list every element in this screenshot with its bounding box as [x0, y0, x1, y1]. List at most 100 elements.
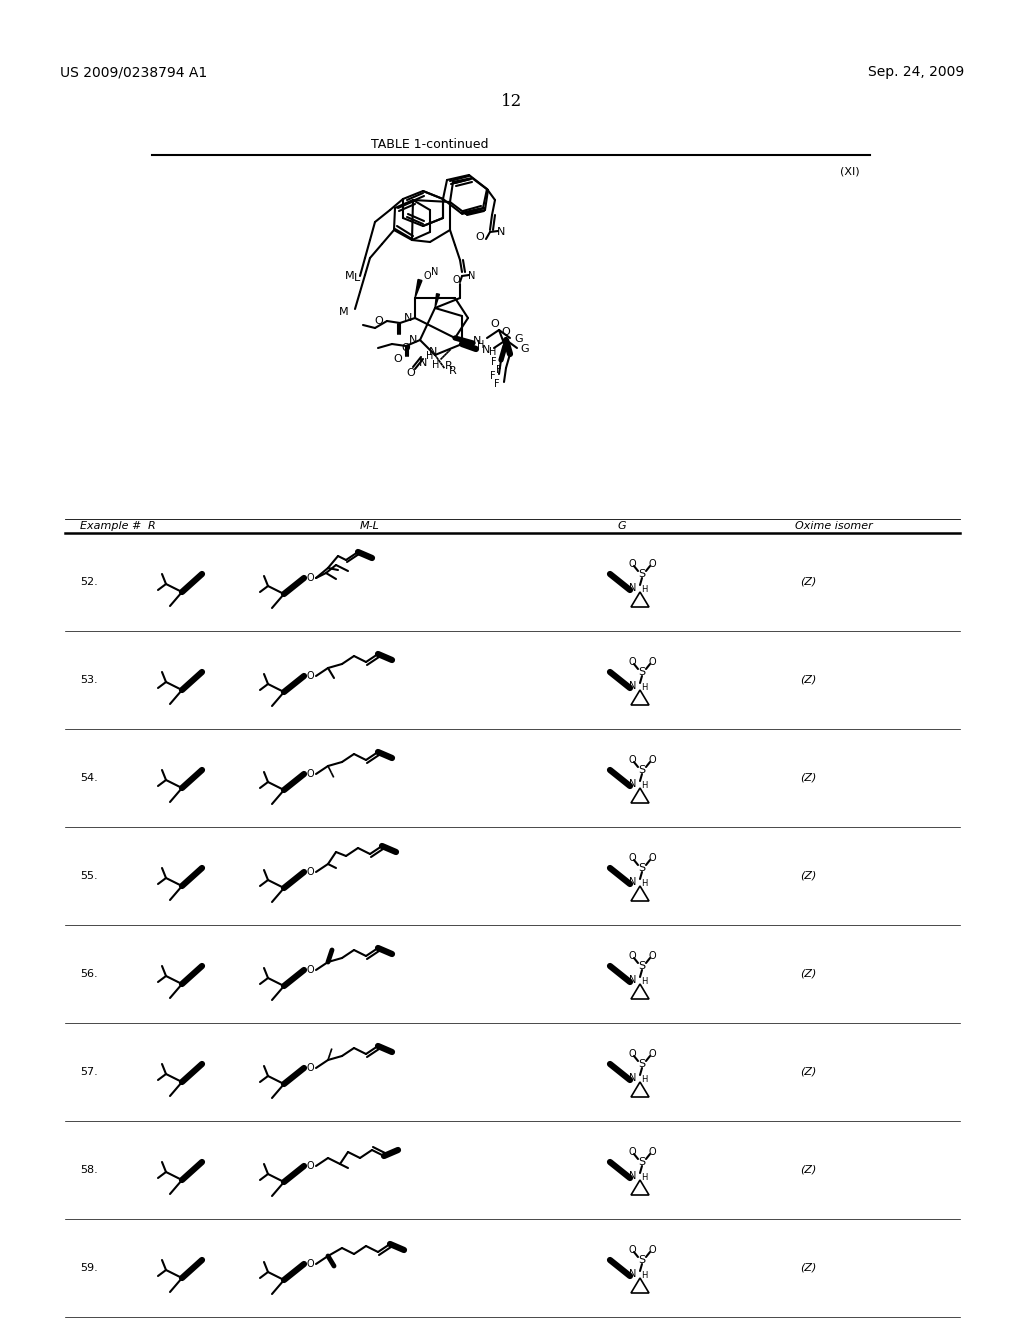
Text: H: H — [489, 347, 497, 356]
Text: H: H — [641, 1173, 647, 1183]
Text: S: S — [638, 1158, 645, 1167]
Text: 57.: 57. — [80, 1067, 97, 1077]
Text: O: O — [648, 558, 655, 569]
Text: O: O — [407, 368, 415, 378]
Text: O: O — [475, 232, 484, 242]
Text: (Z): (Z) — [800, 1263, 816, 1272]
Polygon shape — [435, 293, 439, 308]
Text: N: N — [419, 358, 427, 368]
Text: O: O — [628, 657, 636, 667]
Text: N: N — [629, 779, 636, 789]
Text: O: O — [306, 770, 313, 779]
Text: N: N — [629, 583, 636, 593]
Text: H: H — [477, 341, 484, 350]
Text: O: O — [306, 867, 313, 876]
Text: N: N — [468, 271, 475, 281]
Text: N: N — [629, 1269, 636, 1279]
Text: (Z): (Z) — [800, 774, 816, 783]
Text: (Z): (Z) — [800, 1166, 816, 1175]
Text: (XI): (XI) — [841, 168, 860, 177]
Text: 53.: 53. — [80, 675, 97, 685]
Text: O: O — [648, 853, 655, 863]
Text: N: N — [629, 681, 636, 690]
Text: 59.: 59. — [80, 1263, 97, 1272]
Text: TABLE 1-continued: TABLE 1-continued — [372, 139, 488, 152]
Text: O: O — [306, 1162, 313, 1171]
Text: O: O — [423, 271, 431, 281]
Text: O: O — [306, 965, 313, 975]
Text: (Z): (Z) — [800, 969, 816, 979]
Text: 58.: 58. — [80, 1166, 97, 1175]
Text: O: O — [393, 354, 402, 364]
Text: N: N — [403, 313, 412, 323]
Text: N: N — [473, 337, 481, 346]
Text: H: H — [641, 1271, 647, 1280]
Text: (Z): (Z) — [800, 871, 816, 880]
Text: N: N — [629, 1073, 636, 1082]
Text: 52.: 52. — [80, 577, 97, 587]
Text: R: R — [445, 360, 453, 371]
Text: O: O — [648, 1245, 655, 1255]
Text: H: H — [641, 781, 647, 791]
Text: H: H — [641, 978, 647, 986]
Text: O: O — [648, 1049, 655, 1059]
Text: (Z): (Z) — [800, 1067, 816, 1077]
Text: O: O — [628, 950, 636, 961]
Text: O: O — [648, 1147, 655, 1158]
Polygon shape — [415, 280, 422, 298]
Text: N: N — [629, 876, 636, 887]
Text: M: M — [345, 271, 355, 281]
Text: O: O — [401, 343, 410, 352]
Text: O: O — [628, 1049, 636, 1059]
Text: O: O — [374, 315, 383, 326]
Text: O: O — [628, 558, 636, 569]
Text: G: G — [514, 334, 522, 345]
Text: (Z): (Z) — [800, 577, 816, 587]
Text: O: O — [306, 1259, 313, 1269]
Text: O: O — [306, 1063, 313, 1073]
Text: F: F — [497, 366, 502, 375]
Text: N: N — [629, 1171, 636, 1181]
Text: F: F — [495, 379, 500, 389]
Text: F: F — [490, 371, 496, 381]
Text: US 2009/0238794 A1: US 2009/0238794 A1 — [60, 65, 207, 79]
Text: R: R — [449, 366, 457, 376]
Text: O: O — [648, 657, 655, 667]
Text: O: O — [306, 573, 313, 583]
Text: O: O — [453, 275, 460, 285]
Text: H: H — [641, 1076, 647, 1085]
Text: Oxime isomer: Oxime isomer — [795, 521, 872, 531]
Text: S: S — [638, 1059, 645, 1069]
Text: 55.: 55. — [80, 871, 97, 880]
Text: S: S — [638, 569, 645, 579]
Text: O: O — [648, 950, 655, 961]
Text: L: L — [353, 273, 360, 282]
Text: M: M — [339, 308, 349, 317]
Text: Example #: Example # — [80, 521, 141, 531]
Text: S: S — [638, 961, 645, 972]
Text: H: H — [641, 879, 647, 888]
Text: S: S — [638, 863, 645, 873]
Text: O: O — [628, 755, 636, 766]
Text: G: G — [618, 521, 627, 531]
Text: 12: 12 — [502, 94, 522, 111]
Text: M-L: M-L — [360, 521, 380, 531]
Text: N: N — [409, 335, 417, 345]
Text: N: N — [429, 347, 437, 356]
Text: N: N — [497, 227, 506, 238]
Text: S: S — [638, 667, 645, 677]
Text: R: R — [148, 521, 156, 531]
Text: H: H — [641, 684, 647, 693]
Text: N: N — [482, 345, 490, 355]
Text: 56.: 56. — [80, 969, 97, 979]
Text: N: N — [431, 267, 438, 277]
Text: N: N — [629, 975, 636, 985]
Text: Sep. 24, 2009: Sep. 24, 2009 — [867, 65, 964, 79]
Text: O: O — [648, 755, 655, 766]
Text: H: H — [426, 351, 433, 360]
Text: 54.: 54. — [80, 774, 97, 783]
Text: O: O — [628, 853, 636, 863]
Text: O: O — [628, 1245, 636, 1255]
Text: O: O — [306, 671, 313, 681]
Text: O: O — [502, 327, 510, 337]
